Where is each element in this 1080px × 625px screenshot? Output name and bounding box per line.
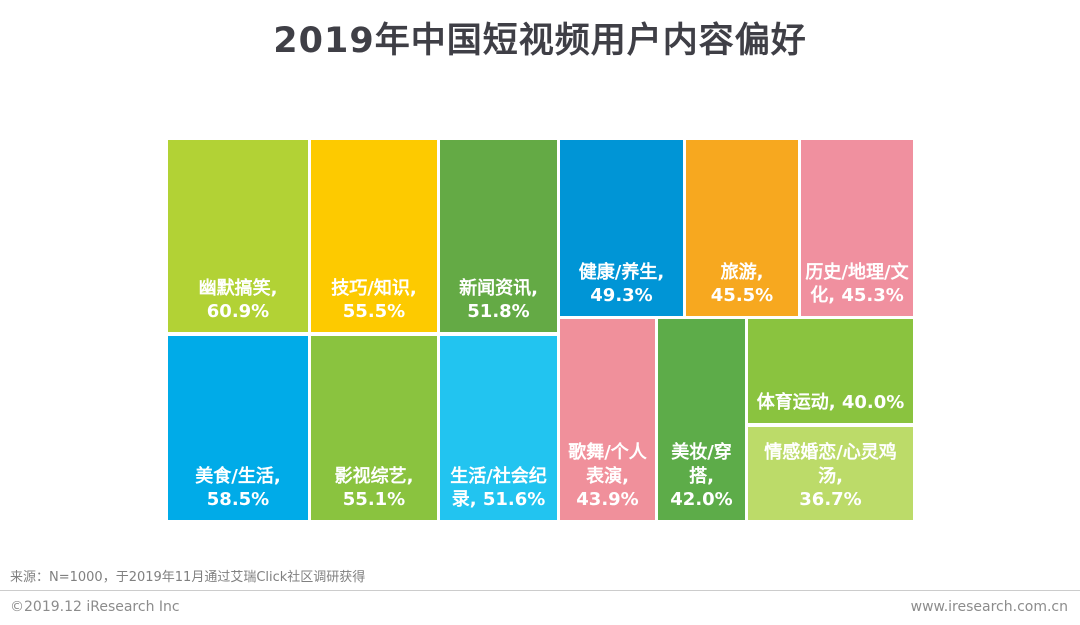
treemap-tile: 美食/生活, 58.5% <box>168 336 308 520</box>
treemap-tile: 旅游, 45.5% <box>686 140 798 316</box>
tile-label: 美妆/穿搭, 42.0% <box>670 441 733 511</box>
treemap-tile: 影视综艺, 55.1% <box>311 336 437 520</box>
treemap-tile: 历史/地理/文 化, 45.3% <box>801 140 913 316</box>
tile-label: 旅游, 45.5% <box>710 261 774 307</box>
website-url: www.iresearch.com.cn <box>910 599 1068 615</box>
tile-label: 生活/社会纪 录, 51.6% <box>450 465 547 511</box>
treemap-tile: 幽默搞笑, 60.9% <box>168 140 308 332</box>
treemap-chart: 幽默搞笑, 60.9% 美食/生活, 58.5% 技巧/知识, 55.5% 影视综艺, 55.… <box>168 140 913 520</box>
tile-label: 新闻资讯, 51.8% <box>459 277 538 323</box>
treemap-tile: 健康/养生, 49.3% <box>560 140 683 316</box>
tile-label: 技巧/知识, 55.5% <box>331 277 417 323</box>
tile-label: 历史/地理/文 化, 45.3% <box>805 261 909 307</box>
source-note: 来源：N=1000，于2019年11月通过艾瑞Click社区调研获得 <box>10 570 366 585</box>
tile-label: 美食/生活, 58.5% <box>195 465 281 511</box>
tile-label: 健康/养生, 49.3% <box>578 261 665 307</box>
tile-label: 体育运动, 40.0% <box>756 392 905 414</box>
tile-label: 歌舞/个人 表演, 43.9% <box>568 441 647 511</box>
treemap-tile: 情感婚恋/心灵鸡汤, 36.7% <box>748 427 913 520</box>
tile-label: 影视综艺, 55.1% <box>334 465 414 511</box>
treemap-tile: 体育运动, 40.0% <box>748 319 913 423</box>
chart-title: 2019年中国短视频用户内容偏好 <box>273 21 807 61</box>
treemap-tile: 新闻资讯, 51.8% <box>440 140 557 332</box>
copyright-text: ©2019.12 iResearch Inc <box>10 599 180 615</box>
treemap-tile: 歌舞/个人 表演, 43.9% <box>560 319 655 520</box>
treemap-tile: 生活/社会纪 录, 51.6% <box>440 336 557 520</box>
treemap-tile: 技巧/知识, 55.5% <box>311 140 437 332</box>
tile-label: 情感婚恋/心灵鸡汤, 36.7% <box>764 441 897 511</box>
tile-label: 幽默搞笑, 60.9% <box>198 277 278 323</box>
footer-divider <box>0 590 1080 591</box>
treemap-tile: 美妆/穿搭, 42.0% <box>658 319 745 520</box>
